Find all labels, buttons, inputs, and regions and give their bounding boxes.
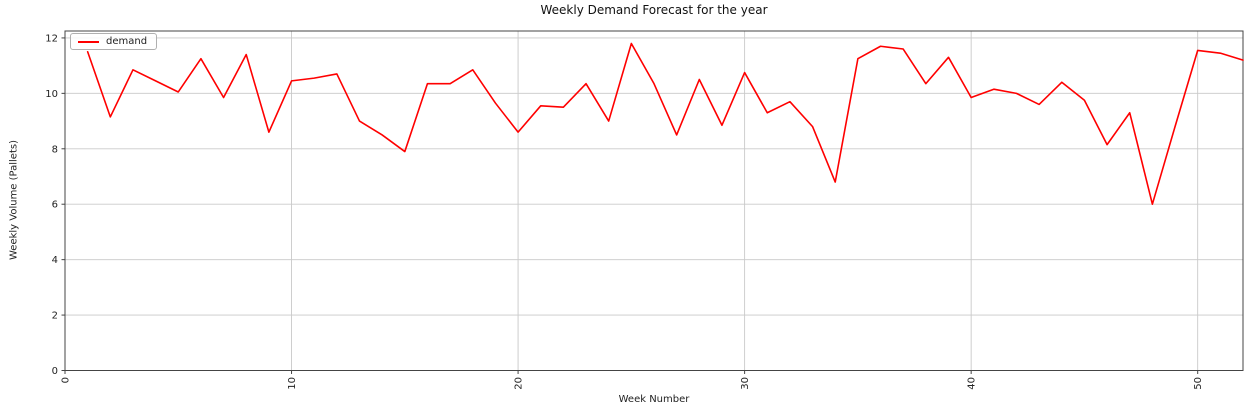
y-tick-label: 6 <box>52 200 58 211</box>
x-tick-label: 40 <box>967 377 978 390</box>
y-tick-label: 4 <box>52 255 58 266</box>
demand-series-line <box>86 42 1244 206</box>
y-tick-label: 12 <box>45 33 58 44</box>
legend-label: demand <box>106 35 148 47</box>
chart-title: Weekly Demand Forecast for the year <box>540 3 768 17</box>
x-tick-label: 50 <box>1193 377 1204 390</box>
plot-border <box>64 30 1244 371</box>
x-axis-label: Week Number <box>618 394 690 405</box>
x-tick-label: 30 <box>740 377 751 390</box>
y-tick-label: 10 <box>45 89 58 100</box>
x-tick-label: 20 <box>514 377 525 390</box>
x-tick-label: 0 <box>61 377 72 383</box>
y-tick-label: 0 <box>52 366 58 377</box>
legend-line-sample <box>78 40 99 43</box>
y-tick-label: 2 <box>52 311 58 322</box>
x-tick-label: 10 <box>287 377 298 390</box>
y-tick-label: 8 <box>52 144 58 155</box>
y-axis-label: Weekly Volume (Pallets) <box>8 140 20 260</box>
legend: demand <box>70 33 158 50</box>
